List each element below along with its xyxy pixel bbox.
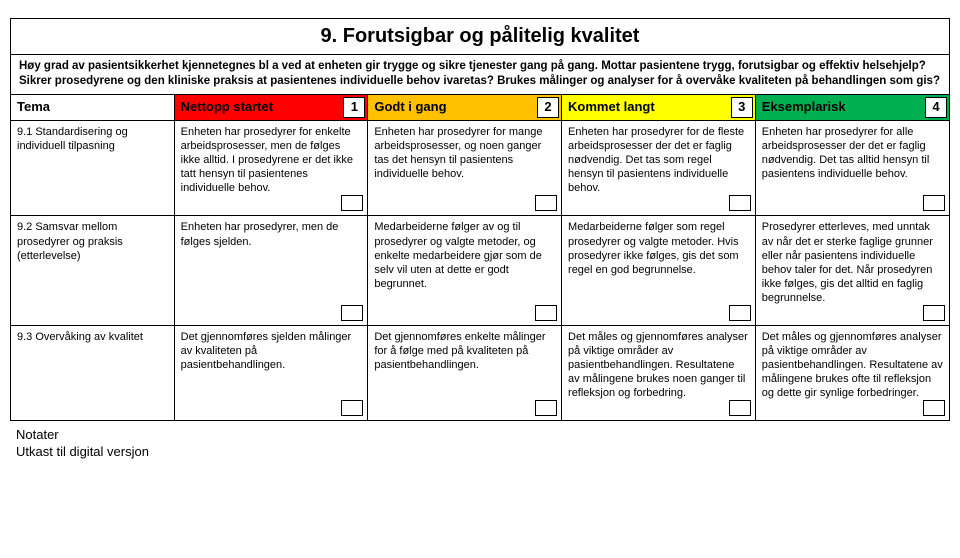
desc-text: Enheten har prosedyrer for de fleste arb… [568,126,744,194]
header-level-4-label: Eksemplarisk [762,99,846,114]
header-level-2: Godt i gang 2 [368,95,562,120]
desc-text: Enheten har prosedyrer for mange arbeids… [374,126,542,180]
desc-cell: Prosedyrer etterleves, med unntak av når… [755,216,949,325]
desc-text: Medarbeiderne følger som regel prosedyre… [568,221,739,275]
page-title: 9. Forutsigbar og pålitelig kvalitet [11,19,949,55]
score-checkbox[interactable] [535,195,557,211]
desc-text: Det gjennomføres enkelte målinger for å … [374,331,545,371]
score-checkbox[interactable] [535,400,557,416]
score-checkbox[interactable] [341,400,363,416]
header-level-2-num: 2 [537,97,559,118]
header-level-3: Kommet langt 3 [562,95,756,120]
desc-cell: Det måles og gjennomføres analyser på vi… [755,325,949,420]
header-level-3-label: Kommet langt [568,99,655,114]
score-checkbox[interactable] [729,195,751,211]
desc-cell: Det gjennomføres enkelte målinger for å … [368,325,562,420]
desc-text: Enheten har prosedyrer for enkelte arbei… [181,126,353,194]
desc-cell: Det måles og gjennomføres analyser på vi… [562,325,756,420]
header-level-4: Eksemplarisk 4 [755,95,949,120]
desc-text: Det måles og gjennomføres analyser på vi… [568,331,748,399]
intro-text: Høy grad av pasientsikkerhet kjennetegne… [11,55,949,95]
desc-cell: Medarbeiderne følger som regel prosedyre… [562,216,756,325]
desc-text: Det gjennomføres sjelden målinger av kva… [181,331,352,371]
desc-cell: Enheten har prosedyrer, men de følges sj… [174,216,368,325]
rubric-table: Tema Nettopp startet 1 Godt i gang 2 Kom… [11,95,949,420]
score-checkbox[interactable] [729,305,751,321]
table-row: 9.3 Overvåking av kvalitet Det gjennomfø… [11,325,949,420]
header-row: Tema Nettopp startet 1 Godt i gang 2 Kom… [11,95,949,120]
desc-text: Medarbeiderne følger av og til prosedyre… [374,221,542,289]
header-level-1: Nettopp startet 1 [174,95,368,120]
header-level-2-label: Godt i gang [374,99,446,114]
desc-cell: Enheten har prosedyrer for alle arbeidsp… [755,121,949,216]
header-level-1-label: Nettopp startet [181,99,273,114]
table-row: 9.1 Standardisering og individuell tilpa… [11,121,949,216]
desc-text: Enheten har prosedyrer, men de følges sj… [181,221,339,247]
desc-cell: Det gjennomføres sjelden målinger av kva… [174,325,368,420]
score-checkbox[interactable] [729,400,751,416]
desc-cell: Medarbeiderne følger av og til prosedyre… [368,216,562,325]
header-level-1-num: 1 [343,97,365,118]
rubric-frame: 9. Forutsigbar og pålitelig kvalitet Høy… [10,18,950,421]
desc-cell: Enheten har prosedyrer for mange arbeids… [368,121,562,216]
desc-text: Enheten har prosedyrer for alle arbeidsp… [762,126,930,180]
footer: Notater Utkast til digital versjon [0,421,960,460]
score-checkbox[interactable] [923,305,945,321]
footer-line2: Utkast til digital versjon [16,444,956,460]
header-level-3-num: 3 [731,97,753,118]
desc-cell: Enheten har prosedyrer for de fleste arb… [562,121,756,216]
tema-cell: 9.3 Overvåking av kvalitet [11,325,174,420]
footer-line1: Notater [16,427,956,443]
score-checkbox[interactable] [923,195,945,211]
score-checkbox[interactable] [341,195,363,211]
desc-cell: Enheten har prosedyrer for enkelte arbei… [174,121,368,216]
header-level-4-num: 4 [925,97,947,118]
tema-cell: 9.1 Standardisering og individuell tilpa… [11,121,174,216]
score-checkbox[interactable] [341,305,363,321]
desc-text: Det måles og gjennomføres analyser på vi… [762,331,943,399]
table-row: 9.2 Samsvar mellom prosedyrer og praksis… [11,216,949,325]
desc-text: Prosedyrer etterleves, med unntak av når… [762,221,933,303]
tema-cell: 9.2 Samsvar mellom prosedyrer og praksis… [11,216,174,325]
score-checkbox[interactable] [535,305,557,321]
header-tema: Tema [11,95,174,120]
score-checkbox[interactable] [923,400,945,416]
